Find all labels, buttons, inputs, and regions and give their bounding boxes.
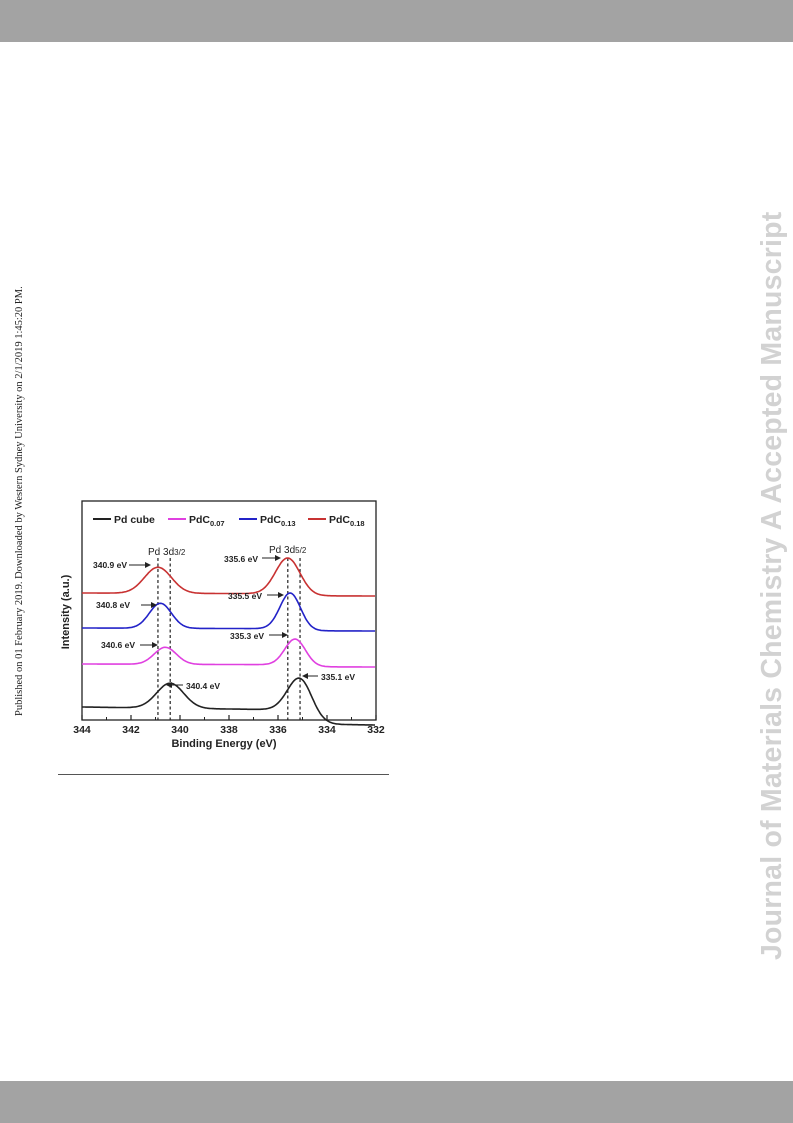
arrowhead-pdc013-3d52 <box>278 592 284 598</box>
arrowhead-pdc007-3d52 <box>282 632 288 638</box>
peak-label-3d32: Pd 3d3/2 <box>148 547 186 558</box>
annot-pdc018-3d32: 340.9 eV <box>93 560 127 570</box>
x-tick-label-0: 344 <box>73 724 91 736</box>
y-axis-label: Intensity (a.u.) <box>60 574 72 649</box>
arrowhead-pdcube-3d52 <box>302 673 308 679</box>
x-tick-label-6: 332 <box>367 724 385 736</box>
x-tick-label-2: 340 <box>171 724 189 736</box>
plot-frame <box>81 500 377 721</box>
curve-pdc0-07 <box>82 638 375 668</box>
x-axis-label: Binding Energy (eV) <box>171 738 276 750</box>
arrowhead-pdc013-3d32 <box>151 602 157 608</box>
legend: Pd cube PdC0.07 PdC0.13 PdC0.18 <box>93 514 365 528</box>
arrowhead-pdcube-3d32 <box>166 682 172 688</box>
reference-lines <box>157 558 301 720</box>
x-tick-label-5: 334 <box>318 724 336 736</box>
legend-label-pdc013: PdC0.13 <box>260 514 296 528</box>
xps-chart: Pd cube PdC0.07 PdC0.13 PdC0.18 Pd 3d3/2… <box>60 500 385 750</box>
legend-label-pd-cube: Pd cube <box>114 514 155 526</box>
annot-pdc007-3d52: 335.3 eV <box>230 631 264 641</box>
x-tick-label-3: 338 <box>220 724 238 736</box>
curve-pdc0-18 <box>82 557 375 597</box>
publication-note: Published on 01 February 2019. Downloade… <box>14 286 25 716</box>
section-rule <box>58 774 389 775</box>
annotations: 340.9 eV 335.6 eV 340.8 eV 335.5 eV 340.… <box>93 554 355 691</box>
annot-pdcube-3d32: 340.4 eV <box>186 681 220 691</box>
x-tick-label-4: 336 <box>269 724 287 736</box>
legend-label-pdc018: PdC0.18 <box>329 514 365 528</box>
annot-pdcube-3d52: 335.1 eV <box>321 672 355 682</box>
arrowhead-pdc007-3d32 <box>152 642 158 648</box>
arrowhead-pdc018-3d32 <box>145 562 151 568</box>
bottom-banner <box>0 1081 793 1123</box>
curve-pdc0-13 <box>82 592 375 632</box>
x-axis-ticks: 344 342 340 338 336 334 332 <box>73 715 385 736</box>
xps-figure: Pd cube PdC0.07 PdC0.13 PdC0.18 Pd 3d3/2… <box>56 500 396 750</box>
curves <box>82 557 375 726</box>
annot-pdc013-3d52: 335.5 eV <box>228 591 262 601</box>
peak-label-3d52: Pd 3d5/2 <box>269 545 307 556</box>
journal-watermark: Journal of Materials Chemistry A Accepte… <box>756 211 788 960</box>
annot-pdc013-3d32: 340.8 eV <box>96 600 130 610</box>
annot-pdc007-3d32: 340.6 eV <box>101 640 135 650</box>
curve-pd-cube <box>82 677 375 726</box>
x-tick-label-1: 342 <box>122 724 140 736</box>
top-banner <box>0 0 793 42</box>
legend-label-pdc007: PdC0.07 <box>189 514 225 528</box>
arrowhead-pdc018-3d52 <box>275 555 281 561</box>
annot-pdc018-3d52: 335.6 eV <box>224 554 258 564</box>
